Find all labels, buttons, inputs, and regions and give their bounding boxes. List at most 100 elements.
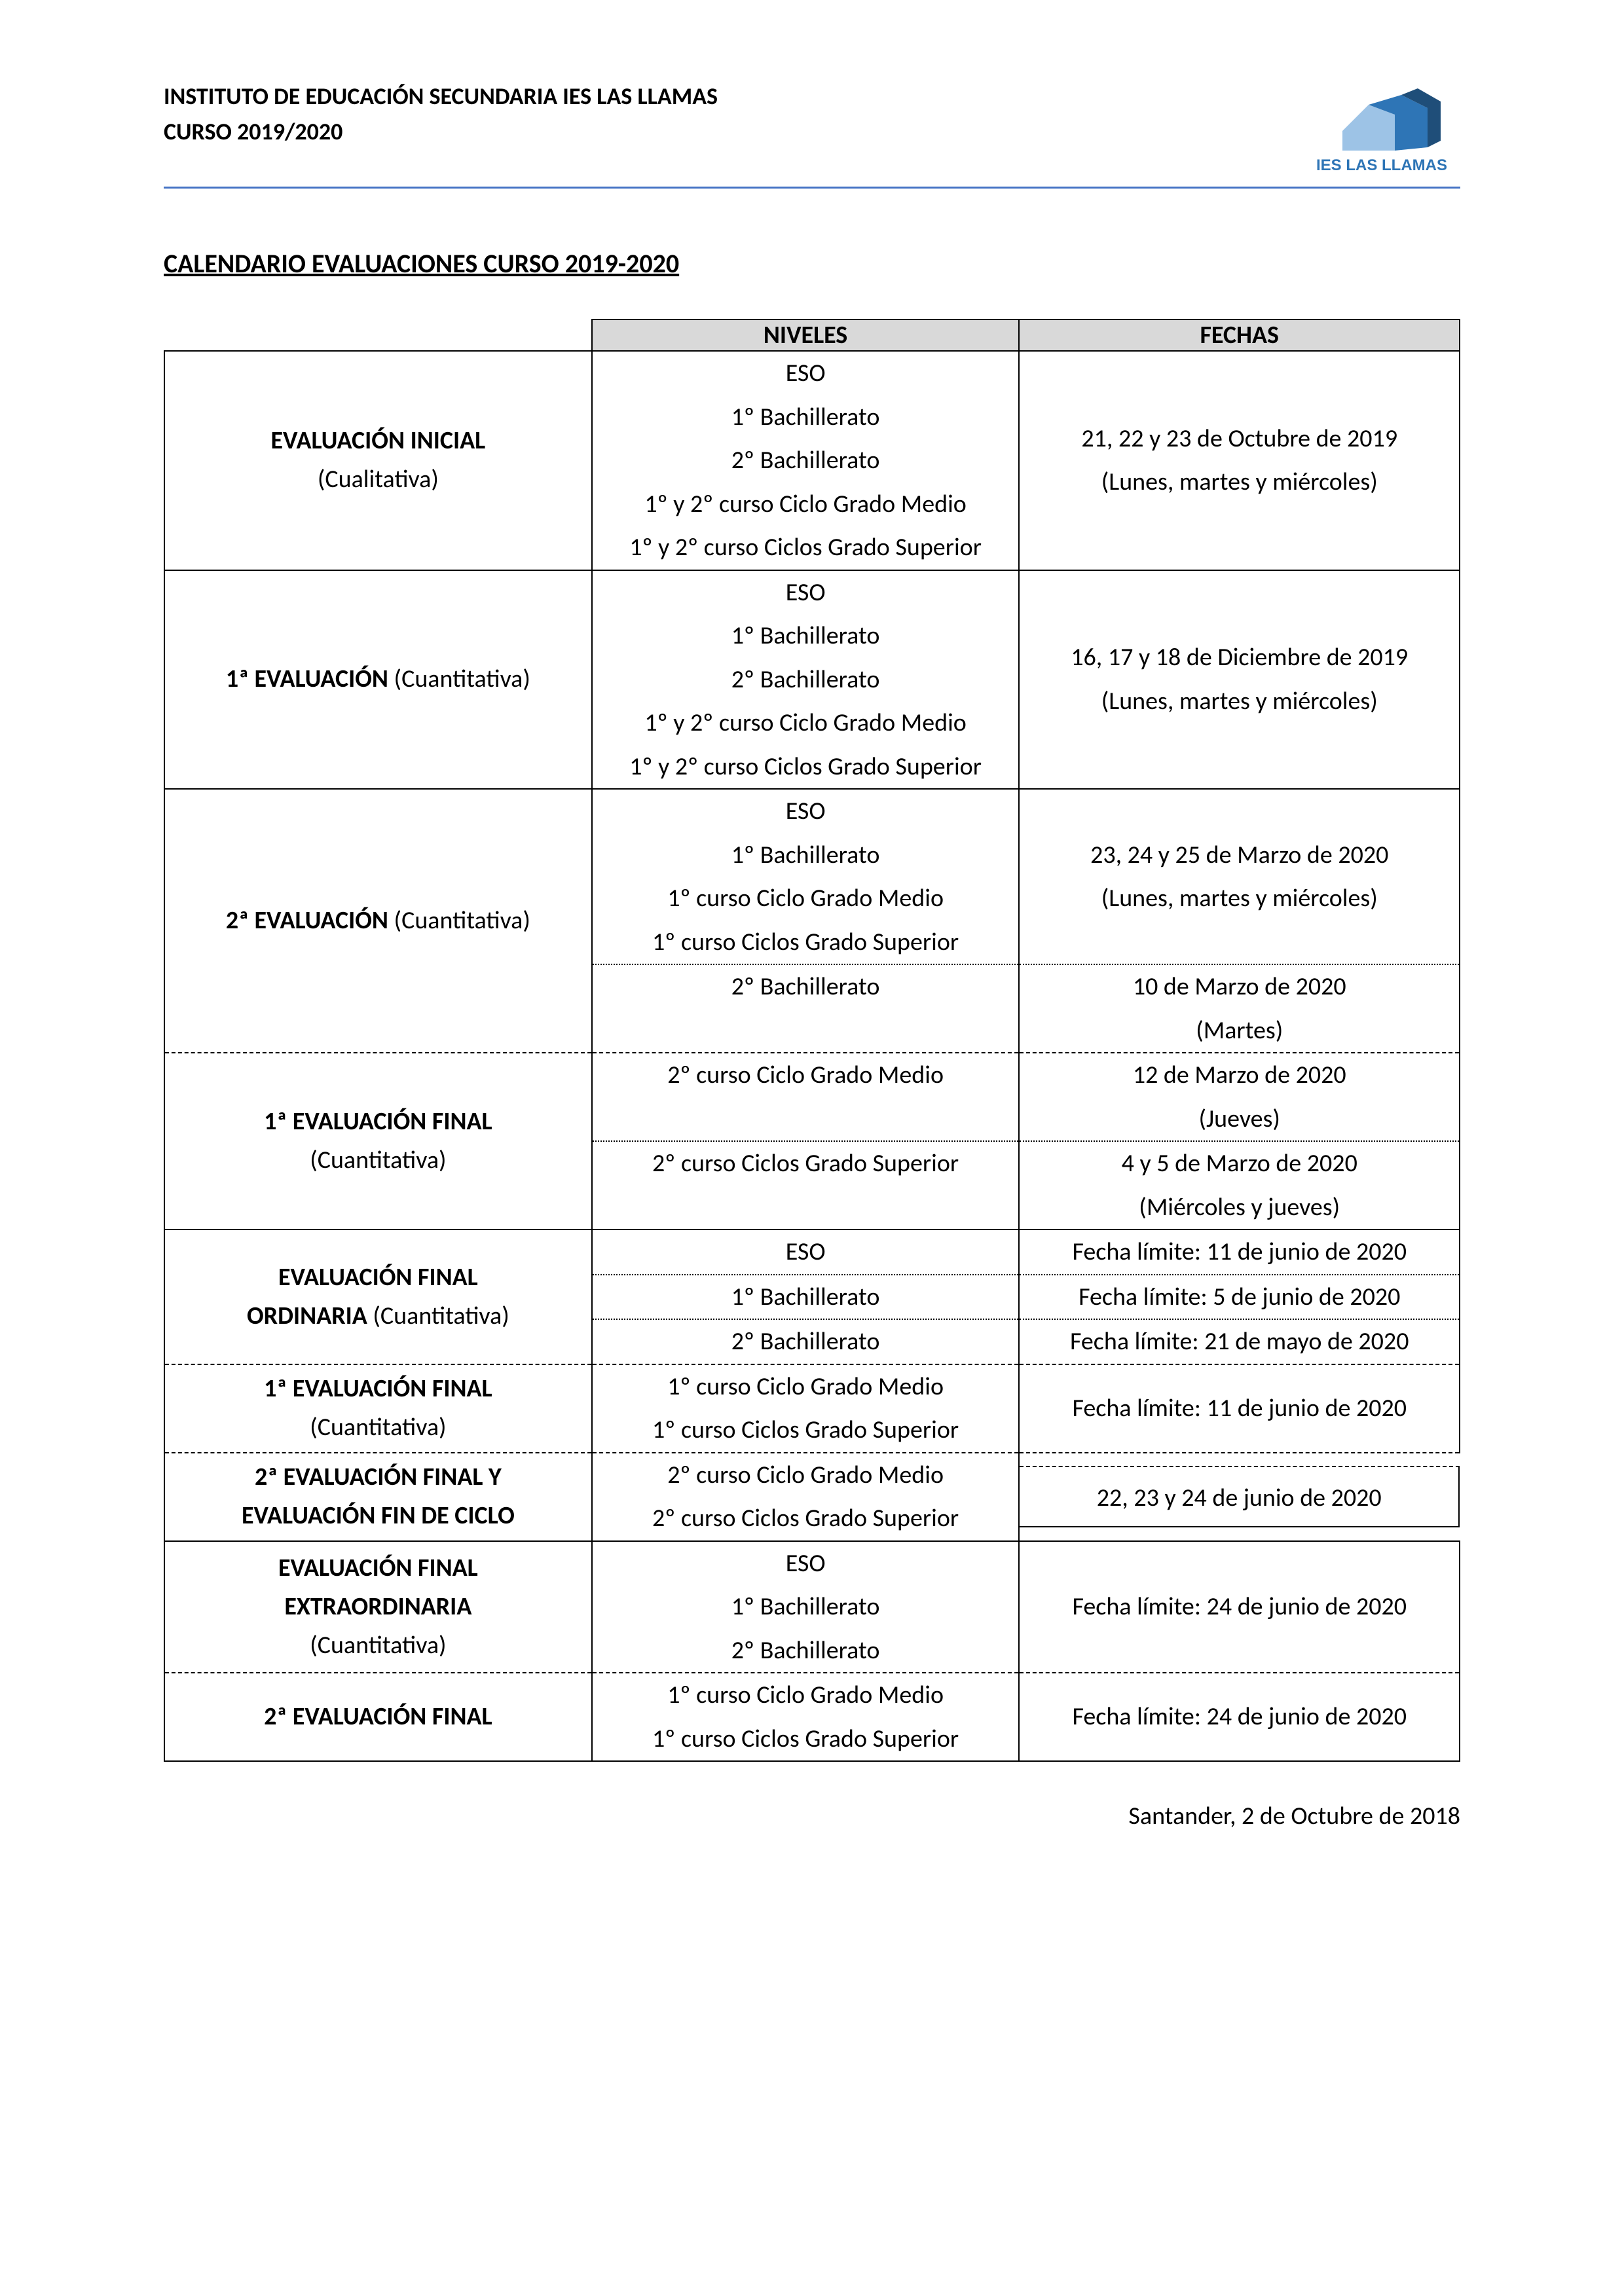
label-1a-eval: 1ª EVALUACIÓN (Cuantitativa) (164, 570, 592, 790)
niveles-2a-eval-final: 1º curso Ciclo Grado Medio 1º curso Cicl… (592, 1673, 1020, 1761)
nivel-item: 1º curso Ciclos Grado Superior (593, 920, 1019, 964)
label-bold: 2ª EVALUACIÓN FINAL Y (255, 1462, 502, 1492)
fecha-line: 12 de Marzo de 2020 (1020, 1053, 1459, 1097)
nivel-item: 2º curso Ciclos Grado Superior (593, 1142, 1019, 1186)
label-bold: EVALUACIÓN INICIAL (271, 426, 486, 456)
school-logo: IES LAS LLAMAS (1303, 79, 1460, 180)
document-title: CALENDARIO EVALUACIONES CURSO 2019-2020 (164, 247, 1460, 280)
row-eval-final-ord-1: EVALUACIÓN FINAL ORDINARIA (Cuantitativa… (164, 1230, 1460, 1275)
fechas-eval-final-extraord: Fecha límite: 24 de junio de 2020 (1019, 1541, 1460, 1673)
fecha-line: 10 de Marzo de 2020 (1020, 965, 1459, 1009)
row-2a-eval-final: 2ª EVALUACIÓN FINAL 1º curso Ciclo Grado… (164, 1673, 1460, 1761)
nivel-item: 1º Bachillerato (593, 614, 1019, 658)
nivel-item: 2º curso Ciclo Grado Medio (593, 1453, 1019, 1497)
label-eval-final-ord: EVALUACIÓN FINAL ORDINARIA (Cuantitativa… (164, 1230, 592, 1364)
row-1a-eval-final-ciclo: 1ª EVALUACIÓN FINAL (Cuantitativa) 1º cu… (164, 1364, 1460, 1453)
fecha-line: (Miércoles y jueves) (1020, 1186, 1459, 1230)
nivel-item: 2º Bachillerato (593, 658, 1019, 702)
fecha-line: (Lunes, martes y miércoles) (1020, 877, 1459, 920)
row-1a-eval-final-a: 1ª EVALUACIÓN FINAL (Cuantitativa) 2º cu… (164, 1053, 1460, 1141)
nivel-1bach: 1º Bachillerato (592, 1275, 1020, 1320)
row-1a-eval: 1ª EVALUACIÓN (Cuantitativa) ESO 1º Bach… (164, 570, 1460, 790)
nivel-item: 1º curso Ciclo Grado Medio (593, 877, 1019, 920)
fecha-eso: Fecha límite: 11 de junio de 2020 (1019, 1230, 1460, 1275)
niveles-2a-eval-b: 2º Bachillerato (592, 964, 1020, 1053)
label-bold: 1ª EVALUACIÓN FINAL (264, 1106, 492, 1137)
label-bold: EVALUACIÓN FINAL (278, 1262, 478, 1292)
niveles-1a-eval: ESO 1º Bachillerato 2º Bachillerato 1º y… (592, 570, 1020, 790)
nivel-item: 1º y 2º curso Ciclos Grado Superior (593, 526, 1019, 570)
fechas-2a-eval-a: 23, 24 y 25 de Marzo de 2020 (Lunes, mar… (1019, 789, 1460, 964)
label-plain: (Cualitativa) (318, 464, 439, 494)
header-niveles: NIVELES (592, 319, 1020, 351)
logo-text: IES LAS LLAMAS (1316, 156, 1447, 174)
logo-icon: IES LAS LLAMAS (1303, 79, 1460, 177)
label-plain: (Cuantitativa) (388, 905, 530, 936)
fecha-line: (Martes) (1020, 1009, 1459, 1053)
nivel-item: 2º curso Ciclos Grado Superior (593, 1497, 1019, 1540)
label-plain: (Cuantitativa) (367, 1301, 509, 1331)
fechas-1a-eval-final-b: 4 y 5 de Marzo de 2020 (Miércoles y juev… (1019, 1141, 1460, 1230)
niveles-eval-inicial: ESO 1º Bachillerato 2º Bachillerato 1º y… (592, 351, 1020, 570)
label-bold: 1ª EVALUACIÓN (226, 664, 388, 694)
nivel-item: 2º curso Ciclo Grado Medio (593, 1053, 1019, 1097)
label-bold: 1ª EVALUACIÓN FINAL (264, 1374, 492, 1404)
header-text-block: INSTITUTO DE EDUCACIÓN SECUNDARIA IES LA… (164, 79, 718, 149)
label-bold: EVALUACIÓN FIN DE CICLO (242, 1501, 515, 1531)
fecha-line: Fecha límite: 24 de junio de 2020 (1020, 1585, 1459, 1629)
label-bold: EXTRAORDINARIA (284, 1592, 471, 1622)
fechas-1a-eval-final-a: 12 de Marzo de 2020 (Jueves) (1019, 1053, 1460, 1141)
niveles-1a-eval-final-b: 2º curso Ciclos Grado Superior (592, 1141, 1020, 1230)
row-2a-eval-a: 2ª EVALUACIÓN (Cuantitativa) ESO 1º Bach… (164, 789, 1460, 964)
niveles-1a-eval-final-a: 2º curso Ciclo Grado Medio (592, 1053, 1020, 1141)
row-eval-final-extraord: EVALUACIÓN FINAL EXTRAORDINARIA (Cuantit… (164, 1541, 1460, 1673)
row-2a-eval-final-fin-ciclo: 2ª EVALUACIÓN FINAL Y EVALUACIÓN FIN DE … (164, 1453, 1460, 1541)
nivel-item: 1º Bachillerato (593, 395, 1019, 439)
fecha-line: (Jueves) (1020, 1097, 1459, 1141)
fecha-line: 16, 17 y 18 de Diciembre de 2019 (1020, 636, 1459, 680)
header-blank (164, 319, 592, 351)
nivel-item: 1º curso Ciclo Grado Medio (593, 1365, 1019, 1409)
footer-date: Santander, 2 de Octubre de 2018 (164, 1801, 1460, 1831)
nivel-item: ESO (593, 571, 1019, 615)
header-fechas: FECHAS (1019, 319, 1460, 351)
nivel-item: 1º y 2º curso Ciclos Grado Superior (593, 745, 1019, 789)
label-eval-inicial: EVALUACIÓN INICIAL (Cualitativa) (164, 351, 592, 570)
fecha-line: (Lunes, martes y miércoles) (1020, 680, 1459, 723)
fechas-eval-inicial: 21, 22 y 23 de Octubre de 2019 (Lunes, m… (1019, 351, 1460, 570)
fecha-line: 22, 23 y 24 de junio de 2020 (1025, 1476, 1453, 1520)
calendar-table: NIVELES FECHAS EVALUACIÓN INICIAL (Cuali… (164, 319, 1460, 1762)
fecha-line: 21, 22 y 23 de Octubre de 2019 (1020, 417, 1459, 461)
page-header: INSTITUTO DE EDUCACIÓN SECUNDARIA IES LA… (164, 79, 1460, 189)
label-bold: 2ª EVALUACIÓN (226, 905, 388, 936)
nivel-item: 1º curso Ciclo Grado Medio (593, 1673, 1019, 1717)
fechas-2a-eval-final: Fecha límite: 24 de junio de 2020 (1019, 1673, 1460, 1761)
label-2a-eval: 2ª EVALUACIÓN (Cuantitativa) (164, 789, 592, 1053)
label-2a-eval-final: 2ª EVALUACIÓN FINAL (164, 1673, 592, 1761)
niveles-1a-eval-final-ciclo: 1º curso Ciclo Grado Medio 1º curso Cicl… (592, 1364, 1020, 1453)
fecha-line: 23, 24 y 25 de Marzo de 2020 (1020, 833, 1459, 877)
nivel-item: ESO (593, 790, 1019, 833)
niveles-2a-eval-a: ESO 1º Bachillerato 1º curso Ciclo Grado… (592, 789, 1020, 964)
nivel-item: 2º Bachillerato (593, 965, 1019, 1009)
label-plain: (Cuantitativa) (310, 1145, 446, 1175)
row-eval-inicial: EVALUACIÓN INICIAL (Cualitativa) ESO 1º … (164, 351, 1460, 570)
niveles-eval-final-extraord: ESO 1º Bachillerato 2º Bachillerato (592, 1541, 1020, 1673)
fechas-1a-eval-final-ciclo: Fecha límite: 11 de junio de 2020 (1019, 1364, 1460, 1453)
fechas-1a-eval: 16, 17 y 18 de Diciembre de 2019 (Lunes,… (1019, 570, 1460, 790)
fecha-line: (Lunes, martes y miércoles) (1020, 460, 1459, 504)
fechas-2a-eval-final-fin-ciclo: 22, 23 y 24 de junio de 2020 (1020, 1466, 1460, 1528)
label-plain: (Cuantitativa) (310, 1630, 446, 1660)
label-1a-eval-final: 1ª EVALUACIÓN FINAL (Cuantitativa) (164, 1053, 592, 1230)
nivel-2bach: 2º Bachillerato (592, 1319, 1020, 1364)
table-header-row: NIVELES FECHAS (164, 319, 1460, 351)
nivel-item: 1º curso Ciclos Grado Superior (593, 1717, 1019, 1761)
label-bold: ORDINARIA (247, 1301, 367, 1331)
fecha-1bach: Fecha límite: 5 de junio de 2020 (1019, 1275, 1460, 1320)
nivel-item: 1º y 2º curso Ciclo Grado Medio (593, 701, 1019, 745)
nivel-item: 1º curso Ciclos Grado Superior (593, 1408, 1019, 1452)
nivel-eso: ESO (592, 1230, 1020, 1275)
label-1a-eval-final-ciclo: 1ª EVALUACIÓN FINAL (Cuantitativa) (164, 1364, 592, 1453)
label-bold: 2ª EVALUACIÓN FINAL (264, 1702, 492, 1732)
nivel-item: 2º Bachillerato (593, 439, 1019, 483)
